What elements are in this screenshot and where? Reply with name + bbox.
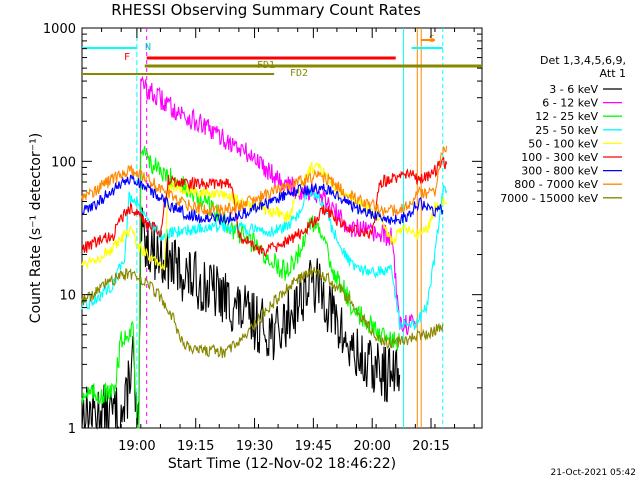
legend-label-5: 100 - 300 keV — [521, 151, 598, 164]
x-tick-label-0: 19:00 — [118, 439, 155, 454]
legend-label-6: 300 - 800 keV — [521, 165, 598, 178]
x-tick-label-1: 19:15 — [177, 439, 214, 454]
series-line-7 — [81, 146, 448, 217]
x-axis-label: Start Time (12-Nov-02 18:46:22) — [168, 456, 396, 472]
y-tick-label-1: 10 — [59, 289, 76, 304]
x-tick-label-4: 20:00 — [353, 439, 390, 454]
annotation-label-1: F — [124, 52, 130, 63]
observing-bars: N F FD1 FD2 S — [82, 34, 482, 79]
annotation-label-4: S — [429, 34, 435, 45]
axis-ticks: 19:00 19:15 19:30 19:45 20:00 20:15 1 10 100 1000 — [43, 22, 482, 454]
x-tick-label-5: 20:15 — [412, 439, 449, 454]
legend-label-1: 6 - 12 keV — [542, 97, 598, 110]
annotation-label-0: N — [145, 42, 151, 53]
legend-label-4: 50 - 100 keV — [528, 137, 598, 150]
series-line-6 — [81, 174, 444, 226]
legend-label-3: 25 - 50 keV — [535, 124, 598, 137]
y-tick-label-0: 1 — [68, 422, 76, 437]
x-tick-label-3: 19:45 — [295, 439, 332, 454]
series-line-0 — [81, 205, 401, 430]
annotation-label-2: FD1 — [257, 60, 275, 71]
y-axis-label: Count Rate (s⁻¹ detector⁻¹) — [28, 133, 44, 323]
series-layer — [81, 75, 448, 430]
series-line-1 — [138, 75, 416, 429]
series-line-8 — [81, 266, 444, 359]
plot-frame — [81, 27, 483, 429]
chart-title: RHESSI Observing Summary Count Rates — [111, 1, 421, 19]
legend-label-7: 800 - 7000 keV — [514, 178, 598, 191]
annotation-label-3: FD2 — [290, 68, 308, 79]
legend-label-2: 12 - 25 keV — [535, 110, 598, 123]
y-tick-label-3: 1000 — [43, 22, 76, 37]
series-line-3 — [81, 184, 448, 331]
legend-label-8: 7000 - 15000 keV — [500, 192, 598, 205]
x-tick-label-2: 19:30 — [236, 439, 273, 454]
legend-header-1: Att 1 — [600, 67, 626, 80]
footer-date: 21-Oct-2021 05:42 — [551, 468, 636, 478]
series-line-4 — [81, 160, 448, 271]
legend-header-0: Det 1,3,4,5,6,9, — [540, 54, 626, 67]
series-line-5 — [81, 156, 448, 258]
legend-label-0: 3 - 6 keV — [549, 83, 598, 96]
y-tick-label-2: 100 — [51, 155, 76, 170]
